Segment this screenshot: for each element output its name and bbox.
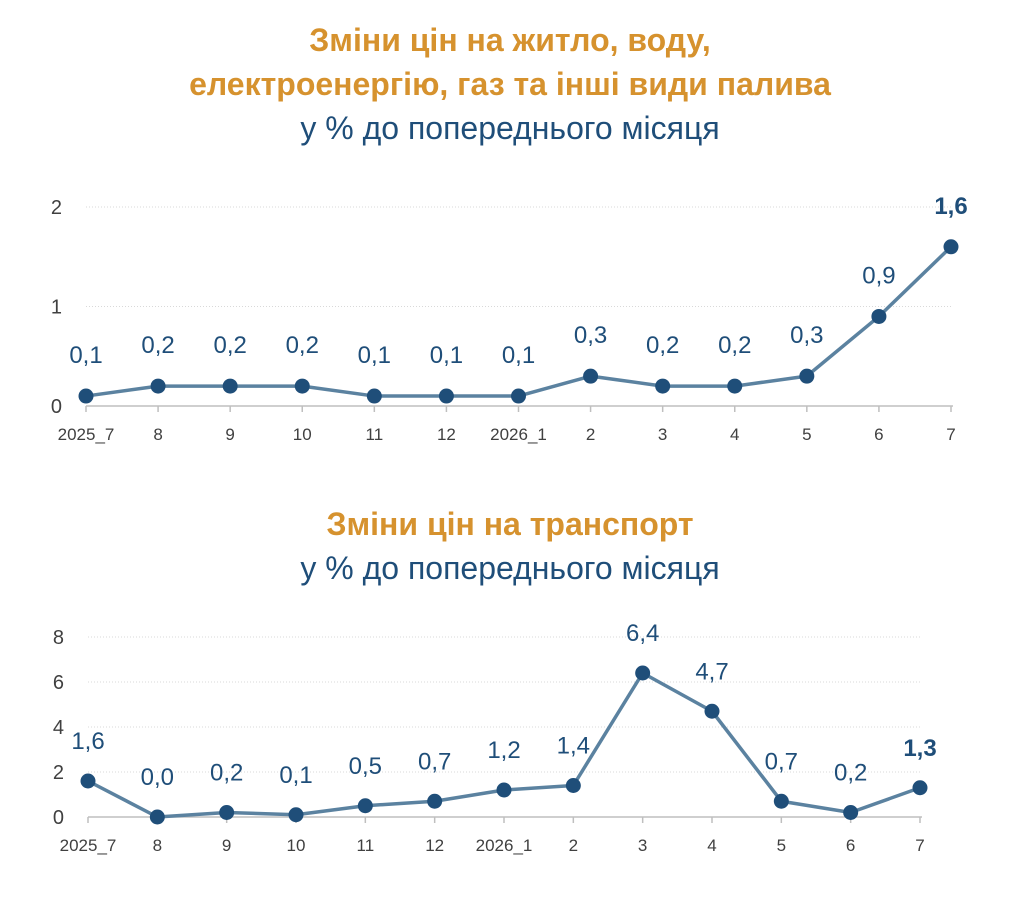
data-point — [222, 378, 238, 394]
x-tick-label: 11 — [366, 425, 384, 444]
data-label: 4,7 — [695, 658, 728, 685]
x-tick-label: 2 — [586, 425, 595, 444]
y-tick-label: 1 — [51, 297, 62, 319]
data-point — [583, 368, 599, 384]
data-label: 0,2 — [834, 760, 867, 787]
data-label: 0,5 — [349, 753, 382, 780]
chart1-title: Зміни цін на житло, воду, електроенергію… — [0, 18, 1020, 150]
data-point — [704, 703, 720, 719]
transport-price-chart: 0 2 4 6 8 2025_7 8 9 10 11 12 2026_1 2 3 4 5 6 7 1,6 0,0 0,2… — [53, 620, 937, 855]
chart2-title: Зміни цін на транспорт у % до попередньо… — [0, 502, 1020, 590]
chart1-title-line1: Зміни цін на житло, воду, — [309, 22, 711, 58]
y-tick-label: 2 — [51, 197, 62, 219]
data-label: 0,9 — [862, 262, 895, 289]
data-point — [496, 782, 512, 798]
x-tick-label: 12 — [437, 425, 456, 444]
chart1-subtitle: у % до попереднього місяця — [300, 110, 720, 146]
x-tick-label: 9 — [222, 836, 231, 855]
data-point — [912, 780, 928, 796]
x-tick-label: 7 — [915, 836, 924, 855]
data-point — [943, 239, 959, 255]
data-label: 6,4 — [626, 620, 659, 647]
data-point — [357, 798, 373, 814]
x-tick-label: 2026_1 — [490, 425, 547, 444]
data-label: 0,3 — [574, 322, 607, 349]
x-tick-label: 3 — [658, 425, 667, 444]
x-tick-label: 2026_1 — [476, 836, 533, 855]
x-tick-label: 9 — [225, 425, 234, 444]
data-point — [427, 793, 443, 809]
data-point — [655, 378, 671, 394]
y-tick-label: 2 — [53, 762, 64, 784]
x-tick-label: 2 — [569, 836, 578, 855]
y-tick-label: 0 — [51, 396, 62, 418]
data-label: 1,4 — [557, 733, 590, 760]
y-tick-label: 4 — [53, 717, 64, 739]
x-tick-label: 10 — [287, 836, 306, 855]
x-tick-label: 12 — [425, 836, 444, 855]
data-label: 0,1 — [69, 342, 102, 369]
data-label: 0,2 — [718, 332, 751, 359]
data-point — [288, 807, 304, 823]
data-point — [799, 368, 815, 384]
y-tick-label: 8 — [53, 627, 64, 649]
data-label: 1,6 — [71, 728, 104, 755]
x-tick-label: 10 — [293, 425, 312, 444]
data-label: 0,1 — [358, 342, 391, 369]
data-point — [438, 388, 454, 404]
x-tick-label: 8 — [153, 425, 162, 444]
data-label: 0,3 — [790, 322, 823, 349]
chart1-title-line2: електроенергію, газ та інші види палива — [189, 66, 831, 102]
data-point — [635, 665, 651, 681]
data-label: 0,2 — [141, 332, 174, 359]
x-tick-label: 4 — [730, 425, 739, 444]
data-point — [150, 378, 166, 394]
data-point — [80, 773, 96, 789]
data-label: 0,7 — [765, 748, 798, 775]
data-point — [219, 805, 235, 820]
data-label: 0,2 — [286, 332, 319, 359]
x-tick-label: 8 — [153, 836, 162, 855]
data-point — [511, 388, 526, 404]
data-label: 0,2 — [210, 760, 243, 787]
data-label: 0,2 — [646, 332, 679, 359]
data-point — [727, 378, 743, 394]
data-point — [843, 805, 859, 820]
y-tick-label: 0 — [53, 807, 64, 829]
x-tick-label: 2025_7 — [58, 425, 115, 444]
data-point — [149, 809, 165, 825]
x-tick-label: 7 — [946, 425, 955, 444]
y-tick-label: 6 — [53, 672, 64, 694]
data-point — [78, 388, 94, 404]
x-tick-label: 5 — [777, 836, 786, 855]
chart2-title-line1: Зміни цін на транспорт — [326, 506, 694, 542]
data-label: 0,1 — [279, 762, 312, 789]
data-point — [565, 778, 581, 793]
x-tick-label: 6 — [846, 836, 855, 855]
x-tick-label: 11 — [357, 836, 375, 855]
data-label: 0,7 — [418, 748, 451, 775]
data-point — [871, 308, 887, 324]
x-tick-label: 3 — [638, 836, 647, 855]
data-label: 0,0 — [141, 764, 174, 791]
data-label: 1,2 — [487, 737, 520, 764]
data-label: 1,3 — [903, 735, 936, 762]
x-tick-label: 4 — [707, 836, 716, 855]
data-point — [773, 793, 789, 809]
x-tick-label: 5 — [802, 425, 811, 444]
x-tick-label: 2025_7 — [60, 836, 117, 855]
chart2-subtitle: у % до попереднього місяця — [300, 550, 720, 586]
data-label: 0,1 — [502, 342, 535, 369]
data-label: 0,2 — [213, 332, 246, 359]
data-point — [294, 378, 310, 394]
x-tick-label: 6 — [874, 425, 883, 444]
data-label: 1,6 — [934, 193, 967, 220]
data-label: 0,1 — [430, 342, 463, 369]
data-point — [366, 388, 382, 404]
